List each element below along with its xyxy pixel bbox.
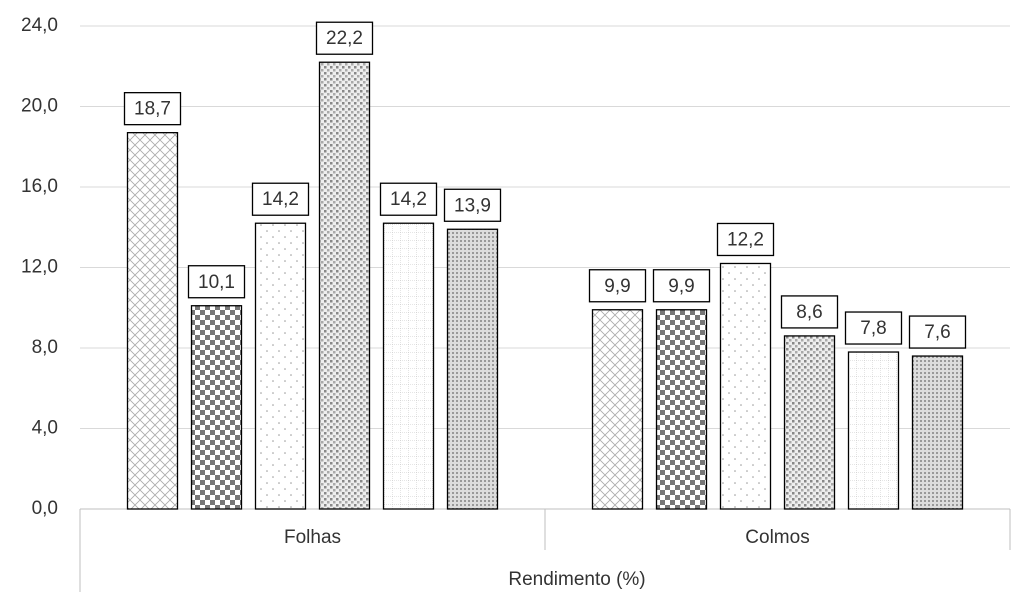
- value-label: 13,9: [454, 195, 491, 216]
- value-label: 8,6: [796, 302, 822, 323]
- bar: [126, 132, 179, 510]
- bar: [591, 309, 644, 510]
- value-label: 14,2: [262, 189, 299, 210]
- bar: [719, 262, 772, 510]
- value-label-box: [187, 265, 246, 299]
- value-label-box: [780, 295, 839, 329]
- value-label-box: [251, 182, 310, 216]
- value-label: 22,2: [326, 28, 363, 49]
- value-label: 18,7: [134, 99, 171, 120]
- value-label-box: [652, 269, 711, 303]
- value-label-box: [908, 315, 967, 349]
- value-label: 12,2: [727, 229, 764, 250]
- value-label-box: [716, 222, 775, 257]
- y-tick-label: 8,0: [32, 337, 58, 358]
- y-tick-label: 0,0: [32, 498, 58, 519]
- bar: [655, 309, 708, 510]
- value-label: 7,8: [860, 318, 886, 339]
- bar: [318, 61, 371, 510]
- value-label: 9,9: [668, 276, 694, 297]
- y-tick-label: 12,0: [21, 257, 58, 278]
- value-label-box: [315, 21, 374, 55]
- y-tick-label: 24,0: [21, 15, 58, 36]
- bar: [446, 228, 499, 510]
- value-label-box: [443, 188, 502, 222]
- y-tick-label: 4,0: [32, 418, 58, 439]
- y-tick-label: 16,0: [21, 176, 58, 197]
- value-label-box: [844, 311, 903, 345]
- x-axis-title: Rendimento (%): [508, 569, 645, 590]
- value-label-box: [588, 269, 647, 303]
- bar: [190, 305, 243, 510]
- value-label: 7,6: [924, 322, 950, 343]
- x-tick-label: Colmos: [745, 527, 809, 548]
- bar: [382, 222, 435, 510]
- value-label: 9,9: [604, 276, 630, 297]
- value-label: 14,2: [390, 189, 427, 210]
- value-label: 10,1: [198, 272, 235, 293]
- x-tick-label: Folhas: [284, 527, 341, 548]
- y-tick-label: 20,0: [21, 96, 58, 117]
- value-label-box: [123, 92, 182, 126]
- bar: [911, 355, 964, 510]
- bar: [847, 351, 900, 510]
- bar: [783, 335, 836, 510]
- value-label-box: [379, 182, 438, 216]
- bar: [254, 222, 307, 510]
